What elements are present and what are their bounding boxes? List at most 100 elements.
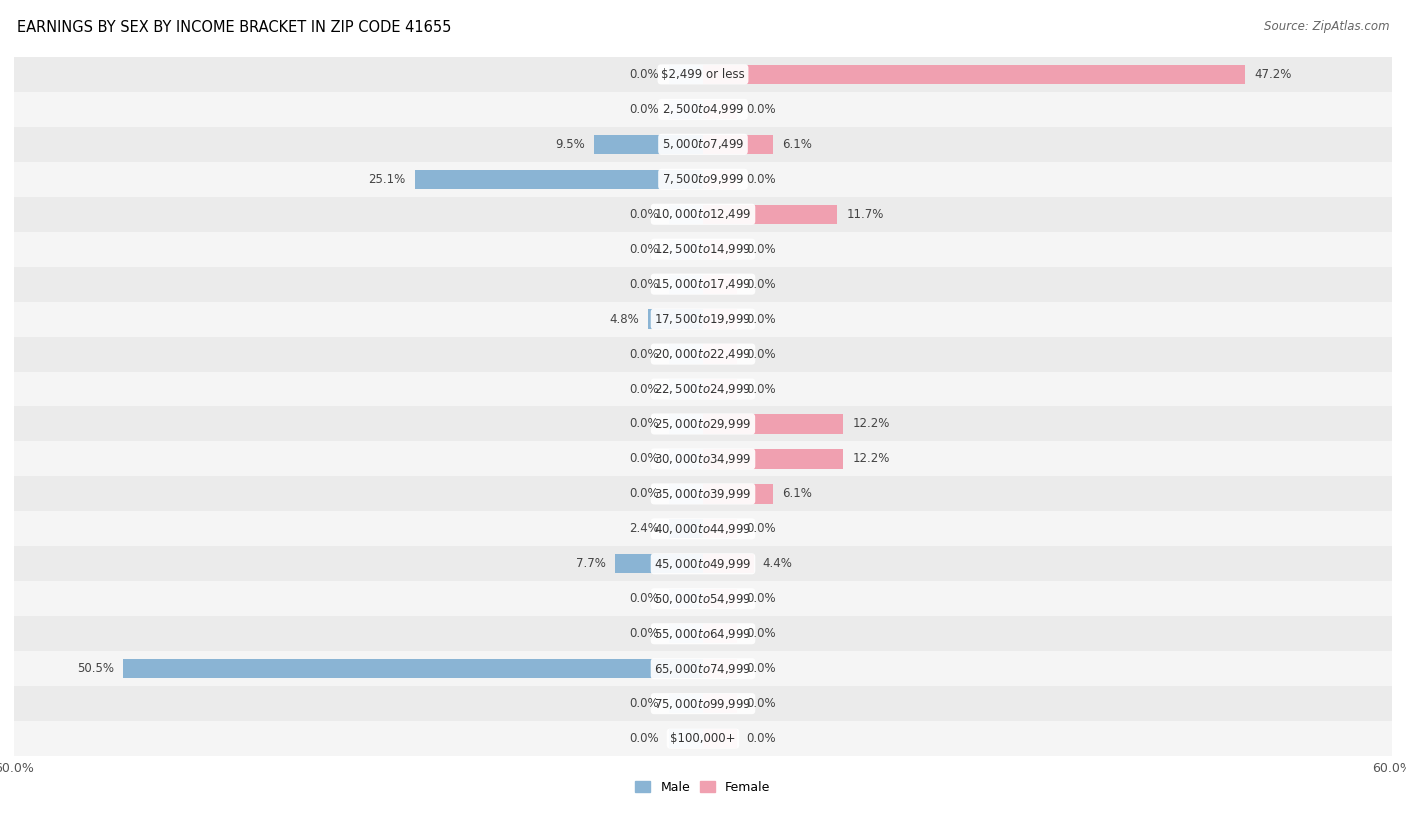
Bar bbox=[703, 100, 738, 119]
Bar bbox=[14, 162, 1392, 197]
Text: $2,500 to $4,999: $2,500 to $4,999 bbox=[662, 102, 744, 116]
Text: $30,000 to $34,999: $30,000 to $34,999 bbox=[654, 452, 752, 466]
Bar bbox=[669, 275, 703, 293]
Bar bbox=[14, 267, 1392, 302]
Text: 0.0%: 0.0% bbox=[630, 418, 659, 430]
Text: $75,000 to $99,999: $75,000 to $99,999 bbox=[654, 697, 752, 711]
Text: 9.5%: 9.5% bbox=[555, 138, 585, 150]
Text: 0.0%: 0.0% bbox=[630, 488, 659, 500]
Bar bbox=[669, 415, 703, 433]
Text: 4.8%: 4.8% bbox=[609, 313, 638, 325]
Text: 0.0%: 0.0% bbox=[747, 383, 776, 395]
Bar bbox=[14, 337, 1392, 372]
Text: 47.2%: 47.2% bbox=[1254, 68, 1292, 80]
Bar bbox=[669, 694, 703, 713]
Bar bbox=[14, 372, 1392, 406]
Bar bbox=[648, 310, 703, 328]
Text: 0.0%: 0.0% bbox=[747, 663, 776, 675]
Text: 0.0%: 0.0% bbox=[630, 383, 659, 395]
Text: 50.5%: 50.5% bbox=[77, 663, 114, 675]
Text: $65,000 to $74,999: $65,000 to $74,999 bbox=[654, 662, 752, 676]
Bar bbox=[14, 57, 1392, 92]
Text: 0.0%: 0.0% bbox=[630, 628, 659, 640]
Bar bbox=[703, 450, 844, 468]
Text: $17,500 to $19,999: $17,500 to $19,999 bbox=[654, 312, 752, 326]
Bar bbox=[14, 441, 1392, 476]
Bar bbox=[593, 135, 703, 154]
Text: 0.0%: 0.0% bbox=[747, 733, 776, 745]
Bar bbox=[14, 302, 1392, 337]
Text: 0.0%: 0.0% bbox=[630, 103, 659, 115]
Bar bbox=[703, 310, 738, 328]
Text: $100,000+: $100,000+ bbox=[671, 733, 735, 745]
Text: 0.0%: 0.0% bbox=[747, 278, 776, 290]
Bar bbox=[14, 651, 1392, 686]
Text: 6.1%: 6.1% bbox=[782, 488, 813, 500]
Bar bbox=[669, 589, 703, 608]
Text: 0.0%: 0.0% bbox=[630, 243, 659, 255]
Text: 0.0%: 0.0% bbox=[630, 593, 659, 605]
Bar bbox=[703, 275, 738, 293]
Bar bbox=[703, 65, 1244, 84]
Bar bbox=[14, 721, 1392, 756]
Bar bbox=[14, 232, 1392, 267]
Text: 0.0%: 0.0% bbox=[747, 173, 776, 185]
Bar bbox=[669, 100, 703, 119]
Bar bbox=[669, 205, 703, 224]
Text: 2.4%: 2.4% bbox=[630, 523, 659, 535]
Bar bbox=[669, 240, 703, 259]
Bar bbox=[703, 659, 738, 678]
Bar bbox=[703, 520, 738, 538]
Text: $25,000 to $29,999: $25,000 to $29,999 bbox=[654, 417, 752, 431]
Bar bbox=[415, 170, 703, 189]
Text: 11.7%: 11.7% bbox=[846, 208, 884, 220]
Bar bbox=[703, 694, 738, 713]
Text: 12.2%: 12.2% bbox=[852, 418, 890, 430]
Text: $45,000 to $49,999: $45,000 to $49,999 bbox=[654, 557, 752, 571]
Bar bbox=[14, 686, 1392, 721]
Text: $50,000 to $54,999: $50,000 to $54,999 bbox=[654, 592, 752, 606]
Text: 0.0%: 0.0% bbox=[747, 628, 776, 640]
Text: EARNINGS BY SEX BY INCOME BRACKET IN ZIP CODE 41655: EARNINGS BY SEX BY INCOME BRACKET IN ZIP… bbox=[17, 20, 451, 35]
Bar bbox=[669, 380, 703, 398]
Bar bbox=[703, 135, 773, 154]
Text: $35,000 to $39,999: $35,000 to $39,999 bbox=[654, 487, 752, 501]
Bar bbox=[669, 65, 703, 84]
Legend: Male, Female: Male, Female bbox=[630, 776, 776, 799]
Text: Source: ZipAtlas.com: Source: ZipAtlas.com bbox=[1264, 20, 1389, 33]
Text: $7,500 to $9,999: $7,500 to $9,999 bbox=[662, 172, 744, 186]
Text: $2,499 or less: $2,499 or less bbox=[661, 68, 745, 80]
Bar bbox=[703, 380, 738, 398]
Bar bbox=[703, 624, 738, 643]
Text: 0.0%: 0.0% bbox=[630, 68, 659, 80]
Bar bbox=[14, 616, 1392, 651]
Text: $10,000 to $12,499: $10,000 to $12,499 bbox=[654, 207, 752, 221]
Bar bbox=[14, 197, 1392, 232]
Bar bbox=[703, 170, 738, 189]
Text: 6.1%: 6.1% bbox=[782, 138, 813, 150]
Bar bbox=[14, 406, 1392, 441]
Bar bbox=[669, 520, 703, 538]
Bar bbox=[703, 729, 738, 748]
Text: $15,000 to $17,499: $15,000 to $17,499 bbox=[654, 277, 752, 291]
Text: 0.0%: 0.0% bbox=[630, 348, 659, 360]
Bar bbox=[703, 205, 838, 224]
Text: 25.1%: 25.1% bbox=[368, 173, 405, 185]
Bar bbox=[669, 485, 703, 503]
Bar bbox=[14, 511, 1392, 546]
Text: $20,000 to $22,499: $20,000 to $22,499 bbox=[654, 347, 752, 361]
Text: $5,000 to $7,499: $5,000 to $7,499 bbox=[662, 137, 744, 151]
Bar bbox=[703, 240, 738, 259]
Bar bbox=[703, 345, 738, 363]
Text: 0.0%: 0.0% bbox=[747, 243, 776, 255]
Text: 0.0%: 0.0% bbox=[747, 313, 776, 325]
Text: $55,000 to $64,999: $55,000 to $64,999 bbox=[654, 627, 752, 641]
Bar bbox=[669, 624, 703, 643]
Bar bbox=[124, 659, 703, 678]
Text: 0.0%: 0.0% bbox=[630, 698, 659, 710]
Text: 0.0%: 0.0% bbox=[747, 103, 776, 115]
Bar bbox=[669, 345, 703, 363]
Text: $12,500 to $14,999: $12,500 to $14,999 bbox=[654, 242, 752, 256]
Text: 0.0%: 0.0% bbox=[747, 523, 776, 535]
Bar bbox=[14, 581, 1392, 616]
